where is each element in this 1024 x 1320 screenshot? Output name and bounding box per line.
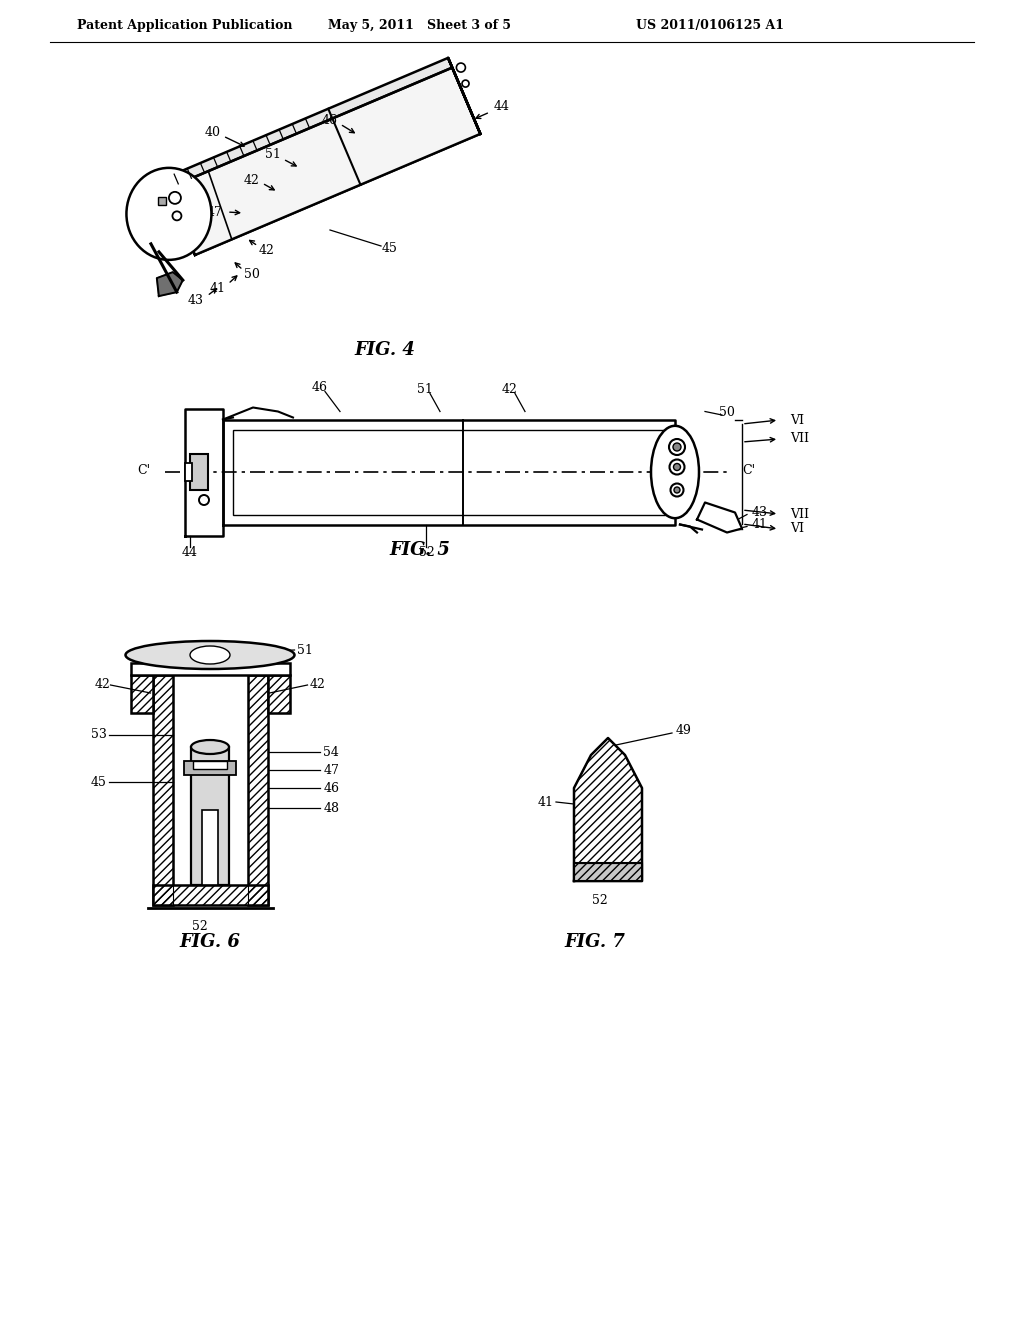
- Text: 53: 53: [90, 729, 106, 742]
- Polygon shape: [449, 58, 480, 133]
- Bar: [130, 675, 153, 713]
- Bar: [158, 197, 166, 205]
- Text: 47: 47: [207, 206, 223, 219]
- Circle shape: [673, 444, 681, 451]
- Text: Patent Application Publication: Patent Application Publication: [77, 18, 293, 32]
- Bar: [267, 675, 290, 713]
- Bar: [190, 454, 208, 490]
- Text: 40: 40: [205, 125, 221, 139]
- Bar: [233, 429, 665, 515]
- Text: 50: 50: [244, 268, 260, 281]
- Text: 43: 43: [188, 293, 204, 306]
- Ellipse shape: [190, 645, 230, 664]
- Bar: [248, 675, 267, 906]
- Bar: [267, 675, 290, 713]
- Text: 44: 44: [182, 546, 198, 558]
- Polygon shape: [697, 503, 742, 532]
- Text: VII: VII: [790, 507, 809, 520]
- Polygon shape: [157, 272, 183, 296]
- Ellipse shape: [126, 642, 295, 669]
- Text: 52: 52: [419, 546, 434, 558]
- Text: 42: 42: [244, 173, 260, 186]
- Bar: [184, 762, 236, 775]
- Polygon shape: [574, 738, 642, 880]
- Text: 45: 45: [382, 242, 398, 255]
- Text: May 5, 2011   Sheet 3 of 5: May 5, 2011 Sheet 3 of 5: [329, 18, 512, 32]
- Text: 51: 51: [417, 383, 433, 396]
- Polygon shape: [223, 420, 675, 524]
- Bar: [574, 863, 642, 880]
- Text: 45: 45: [90, 776, 106, 788]
- Text: FIG. 4: FIG. 4: [354, 341, 416, 359]
- Text: 41: 41: [538, 796, 554, 808]
- Bar: [153, 675, 172, 906]
- Text: 50: 50: [719, 405, 735, 418]
- Text: 44: 44: [494, 100, 510, 114]
- Text: FIG. 5: FIG. 5: [389, 541, 451, 558]
- Circle shape: [674, 487, 680, 492]
- Text: 42: 42: [502, 383, 518, 396]
- Text: 49: 49: [676, 725, 692, 738]
- Circle shape: [457, 63, 465, 73]
- Polygon shape: [190, 124, 480, 255]
- Ellipse shape: [651, 426, 699, 519]
- Text: C': C': [742, 465, 755, 478]
- Bar: [191, 747, 229, 884]
- Text: 51: 51: [297, 644, 312, 656]
- Bar: [185, 463, 193, 480]
- Text: US 2011/0106125 A1: US 2011/0106125 A1: [636, 18, 784, 32]
- Bar: [153, 884, 267, 906]
- Text: 52: 52: [193, 920, 208, 933]
- Text: FIG. 6: FIG. 6: [179, 933, 241, 950]
- Text: 46: 46: [324, 781, 340, 795]
- Text: C': C': [137, 465, 150, 478]
- Circle shape: [462, 81, 469, 87]
- Text: 41: 41: [210, 281, 226, 294]
- Text: 54: 54: [324, 746, 339, 759]
- Polygon shape: [167, 67, 480, 255]
- Text: 46: 46: [322, 114, 338, 127]
- Text: 48: 48: [324, 801, 340, 814]
- Bar: [193, 762, 227, 770]
- Ellipse shape: [191, 741, 229, 754]
- Text: VII: VII: [790, 433, 809, 446]
- Text: VI: VI: [790, 523, 804, 536]
- Text: 42: 42: [309, 678, 326, 692]
- Text: 51: 51: [265, 149, 281, 161]
- Text: FIG. 7: FIG. 7: [564, 933, 626, 950]
- Ellipse shape: [126, 168, 211, 260]
- Text: 42: 42: [259, 243, 274, 256]
- Bar: [130, 663, 290, 675]
- Bar: [153, 884, 267, 906]
- Polygon shape: [185, 408, 223, 536]
- Bar: [248, 675, 267, 906]
- Bar: [574, 863, 642, 880]
- Bar: [202, 810, 218, 884]
- Text: 47: 47: [324, 763, 339, 776]
- Text: 43: 43: [752, 506, 768, 519]
- Text: VI: VI: [790, 413, 804, 426]
- Bar: [130, 675, 153, 713]
- Polygon shape: [163, 58, 453, 189]
- Text: 41: 41: [752, 517, 768, 531]
- Text: 52: 52: [592, 895, 608, 908]
- Text: 42: 42: [94, 678, 111, 692]
- Polygon shape: [449, 58, 480, 133]
- Bar: [153, 675, 172, 906]
- Circle shape: [674, 463, 681, 470]
- Text: 46: 46: [312, 381, 328, 393]
